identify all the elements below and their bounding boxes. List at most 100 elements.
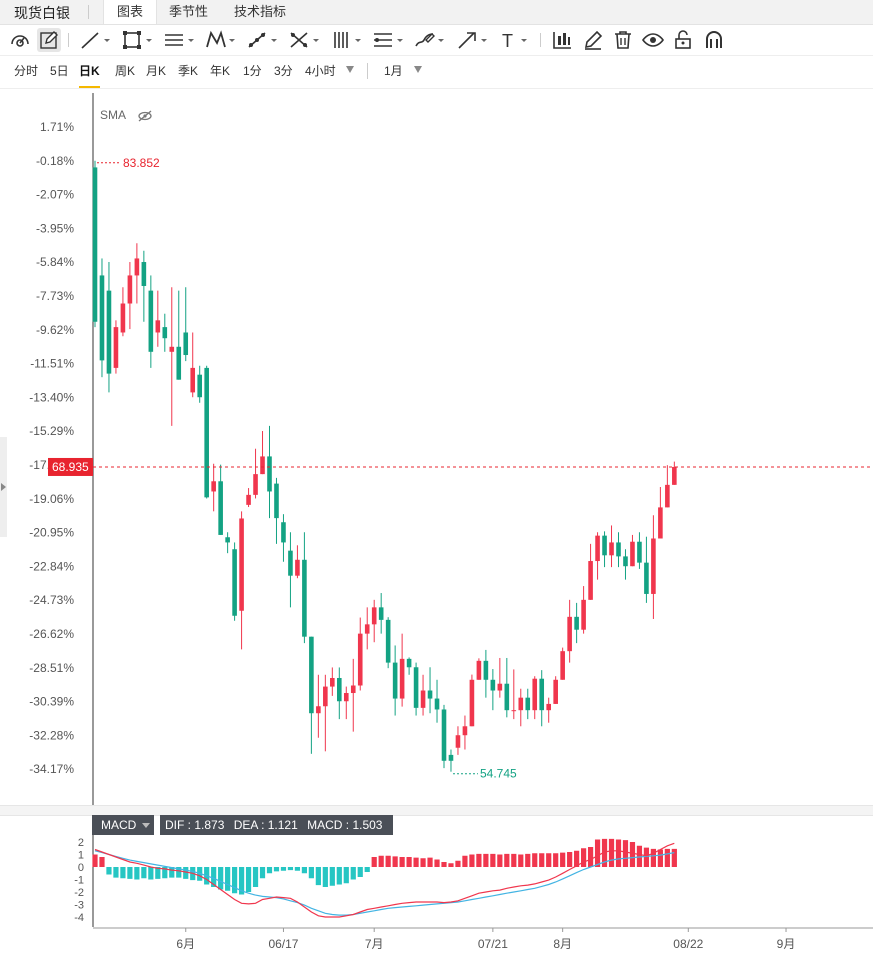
candle: [532, 676, 538, 720]
candle-body: [155, 320, 161, 333]
candle: [232, 542, 237, 621]
macd-histogram-bar: [483, 853, 489, 867]
period-quarterly[interactable]: 季K: [178, 64, 199, 78]
candle: [525, 688, 531, 720]
candle: [323, 674, 328, 752]
candle: [546, 697, 551, 723]
macd-histogram-bar: [546, 853, 552, 867]
indicator-dropdown[interactable]: MACD: [92, 815, 154, 835]
candle-body: [448, 754, 454, 761]
candle: [602, 531, 607, 568]
candle-body: [295, 559, 300, 576]
candle: [483, 649, 489, 698]
period-weekly[interactable]: 周K: [115, 64, 136, 78]
candle: [357, 617, 363, 691]
text-icon[interactable]: T: [499, 28, 531, 52]
lock-icon[interactable]: [671, 28, 695, 52]
candle: [148, 275, 154, 368]
y-tick-label: -13.40%: [29, 390, 74, 404]
macd-histogram-bar: [225, 867, 231, 891]
candle-body: [218, 481, 223, 535]
tab-chart[interactable]: 图表: [103, 0, 158, 24]
macd-histogram-bar: [504, 853, 510, 867]
candle-body: [455, 735, 461, 748]
cross-lines-icon[interactable]: [287, 28, 323, 52]
macd-histogram-bar: [322, 867, 328, 887]
candle: [441, 704, 447, 769]
y-tick-label: -15.29%: [29, 424, 74, 438]
candle-body: [623, 556, 628, 567]
period-4hour[interactable]: 4小时: [305, 64, 336, 78]
trash-icon[interactable]: [611, 28, 635, 52]
period-5day[interactable]: 5日: [50, 64, 69, 78]
magnet-icon[interactable]: [702, 28, 726, 52]
candle-body: [302, 559, 307, 637]
candle-body: [106, 290, 112, 374]
tab-technical-indicators[interactable]: 技术指标: [234, 4, 287, 19]
range-select[interactable]: 1月: [384, 64, 403, 78]
y-tick-label: -26.62%: [29, 627, 74, 641]
candle: [462, 715, 468, 750]
macd-histogram-bar: [643, 847, 650, 867]
candle-body: [92, 167, 98, 322]
macd-histogram-bar: [127, 867, 133, 879]
candle: [176, 290, 182, 380]
macd-histogram-bar: [364, 867, 370, 872]
pattern-icon[interactable]: [203, 28, 239, 52]
candle-body: [176, 346, 182, 380]
macd-histogram-bar: [574, 850, 580, 867]
pencil-icon[interactable]: [581, 28, 605, 52]
candle: [658, 486, 663, 539]
period-daily[interactable]: 日K: [79, 56, 100, 88]
candle: [134, 243, 140, 304]
candle-body: [134, 258, 140, 276]
candle-body: [204, 367, 209, 498]
sma-visibility-icon[interactable]: [138, 110, 152, 122]
period-yearly[interactable]: 年K: [210, 64, 231, 78]
parallel-lines-icon[interactable]: [162, 28, 198, 52]
gauge-icon[interactable]: [8, 28, 32, 52]
y-tick-label: -7.73%: [36, 289, 74, 303]
candle-body: [183, 332, 189, 356]
macd-histogram-bar: [113, 867, 119, 878]
macd-y-tick-label: 2: [78, 837, 84, 849]
y-tick-label: 1.71%: [40, 120, 74, 134]
candle: [420, 674, 426, 716]
brush-icon[interactable]: [412, 28, 448, 52]
rectangle-icon[interactable]: [120, 28, 156, 52]
macd-histogram-bar: [162, 867, 168, 879]
macd-histogram-bar: [441, 862, 447, 867]
period-3min[interactable]: 3分: [274, 64, 293, 78]
top-tab-bar: 现货白银 图表 季节性 技术指标: [0, 0, 873, 25]
macd-histogram-bar: [553, 853, 559, 867]
period-monthly[interactable]: 月K: [146, 64, 167, 78]
macd-y-tick-label: 1: [78, 850, 84, 862]
y-axis: 1.71% -0.18% -2.07% -3.95% -5.84% -7.73% -9.62…: [29, 120, 74, 776]
dea-value: DEA : 1.121: [233, 818, 298, 832]
period-1min[interactable]: 1分: [243, 64, 262, 78]
candle-body: [497, 683, 503, 691]
candle-body: [274, 483, 279, 519]
bar-chart-icon[interactable]: [550, 28, 574, 52]
side-panel-toggle[interactable]: [0, 437, 7, 537]
sma-indicator-label[interactable]: SMA: [100, 108, 126, 122]
pencil-square-icon[interactable]: [37, 28, 61, 52]
candle-body: [399, 658, 405, 699]
line-icon[interactable]: [78, 28, 114, 52]
candle-body: [406, 658, 412, 668]
period-timeshare[interactable]: 分时: [14, 64, 39, 78]
measure-icon[interactable]: [245, 28, 281, 52]
candle: [197, 365, 202, 403]
eye-icon[interactable]: [641, 28, 665, 52]
pane-separator[interactable]: [0, 805, 873, 816]
fibonacci-icon[interactable]: [329, 28, 365, 52]
macd-histogram-bar: [511, 853, 517, 867]
candle: [553, 676, 558, 704]
candle: [651, 515, 656, 619]
channel-icon[interactable]: [371, 28, 407, 52]
arrow-icon[interactable]: [455, 28, 491, 52]
candle-body: [553, 679, 558, 704]
range-chevron-icon[interactable]: [414, 66, 422, 73]
more-periods-chevron-icon[interactable]: [346, 66, 354, 73]
tab-seasonality[interactable]: 季节性: [169, 4, 209, 19]
